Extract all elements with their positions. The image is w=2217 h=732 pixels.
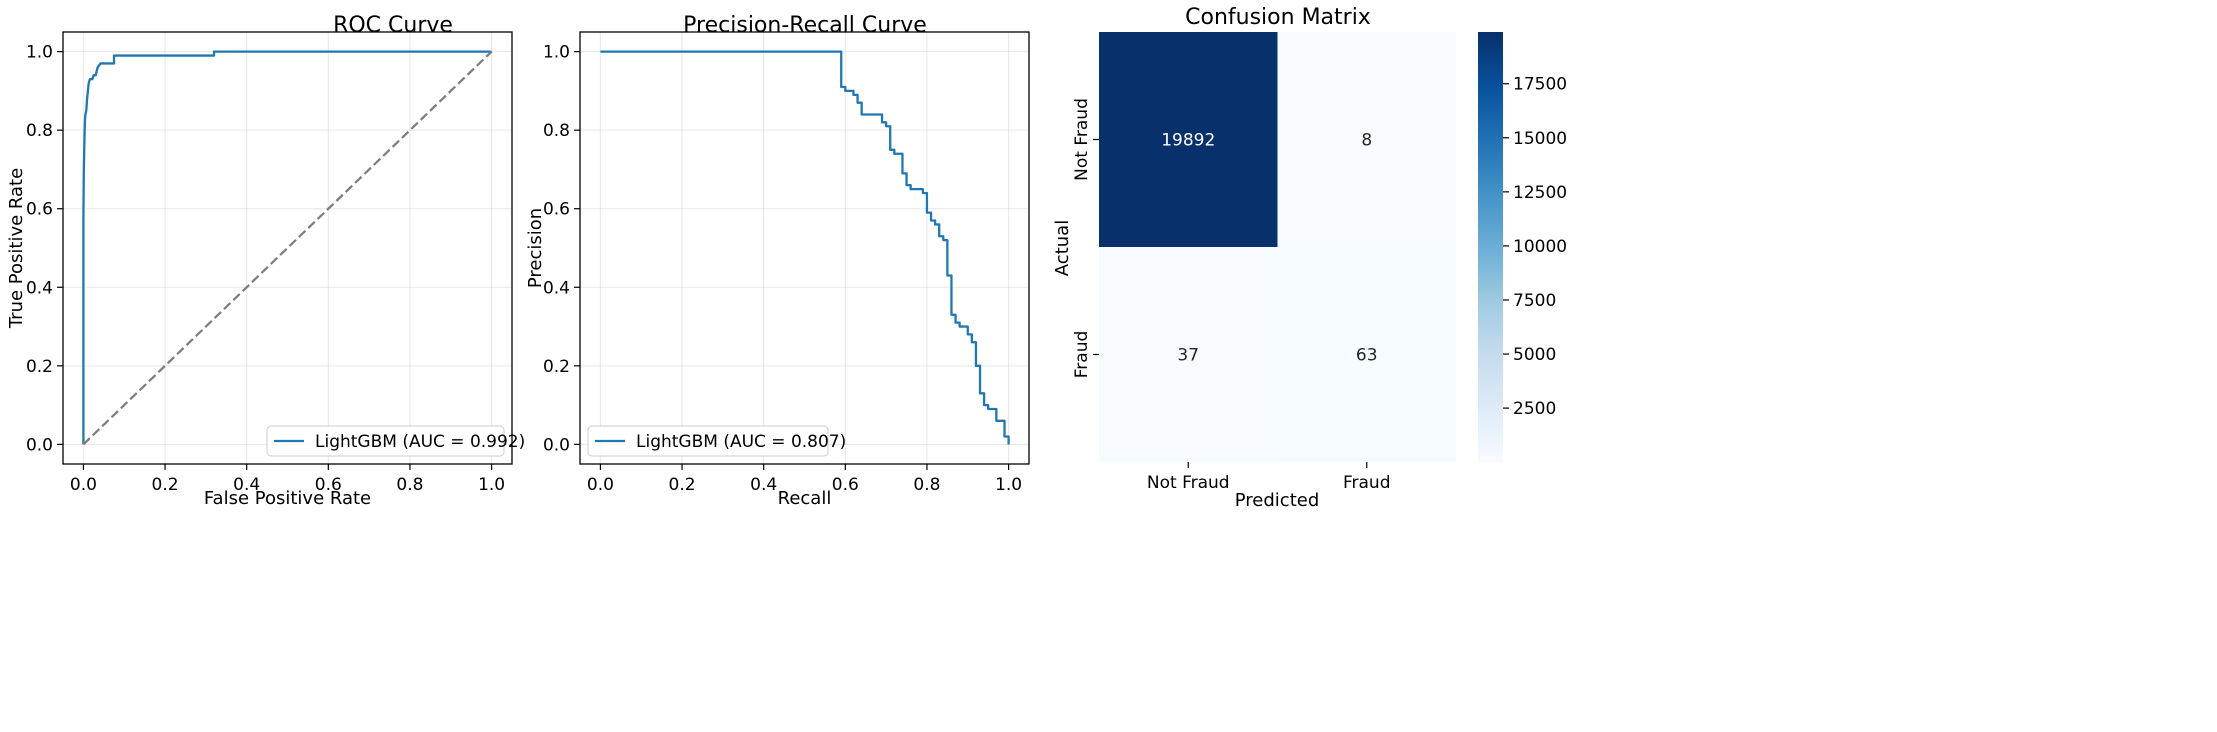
roc-chart: ROC Curve 0.0 0.2 0.4 0.6 0.8 1.0 0.00.20.40.… (6, 13, 525, 509)
pr-x-tick-label: 0.0 (587, 475, 614, 495)
colorbar-tick-label: 7500 (1513, 291, 1556, 311)
roc-plot-frame (62, 31, 513, 465)
roc-x-tick-label: 0.8 (396, 475, 423, 495)
cm-cells: 19892 8 37 63 (1099, 32, 1456, 462)
pr-y-tick-label: 0.6 (543, 200, 570, 220)
roc-x-tick-label: 0.6 (315, 475, 342, 495)
pr-x-tick-label: 0.6 (832, 475, 859, 495)
colorbar-ticks: 2500 5000 7500 10000 12500 15000 17500 (1503, 75, 1567, 419)
cm-y-axis-label: Actual (1052, 220, 1073, 276)
colorbar-tick-label: 12500 (1513, 183, 1567, 203)
colorbar (1478, 32, 1503, 462)
pr-legend-label: LightGBM (AUC = 0.807) (636, 432, 846, 452)
pr-chart: Precision-Recall Curve 0.0 0.2 0.4 0.6 0.8 1.… (525, 13, 1030, 509)
pr-y-tick-label: 0.2 (543, 357, 570, 377)
cm-x-tick-label: Fraud (1343, 473, 1391, 493)
pr-title: Precision-Recall Curve (683, 13, 927, 38)
cm-title: Confusion Matrix (1185, 5, 1371, 30)
cm-x-axis-label: Predicted (1235, 490, 1320, 511)
pr-y-axis-label: Precision (525, 208, 546, 288)
pr-x-axis-label: Recall (778, 488, 832, 509)
pr-plot-frame (579, 31, 1030, 465)
roc-x-axis-label: False Positive Rate (204, 488, 371, 509)
cm-cell-value: 63 (1356, 346, 1378, 366)
roc-y-tick-label: 0.8 (26, 121, 53, 141)
colorbar-tick-label: 10000 (1513, 237, 1567, 257)
cm-y-tick-label: Fraud (1072, 331, 1092, 379)
colorbar-tick-label: 15000 (1513, 129, 1567, 149)
pr-x-tick-label: 0.8 (913, 475, 940, 495)
cm-cell-value: 8 (1361, 131, 1372, 151)
pr-legend: LightGBM (AUC = 0.807) (587, 425, 846, 457)
colorbar-tick-label: 2500 (1513, 399, 1556, 419)
roc-y-tick-label: 0.2 (26, 357, 53, 377)
cm-cell-value: 19892 (1161, 131, 1215, 151)
roc-y-ticks: 0.0 0.2 0.4 0.6 0.8 1.0 (26, 43, 63, 455)
cm-cell (1277, 247, 1456, 462)
roc-x-ticks: 0.0 0.2 0.4 0.6 0.8 1.0 (70, 464, 505, 495)
pr-y-tick-label: 0.4 (543, 278, 570, 298)
roc-y-tick-label: 1.0 (26, 43, 53, 63)
roc-series-line (82, 50, 492, 445)
cm-x-tick-label: Not Fraud (1147, 473, 1230, 493)
roc-legend-box (266, 425, 505, 457)
roc-x-tick-label: 0.2 (152, 475, 179, 495)
roc-title: ROC Curve (333, 13, 453, 38)
roc-legend: LightGBM (AUC = 0.992) (266, 425, 525, 457)
colorbar-tick-label: 5000 (1513, 345, 1556, 365)
cm-cell (1099, 32, 1278, 247)
roc-y-tick-label: 0.0 (26, 435, 53, 455)
pr-y-ticks: 0.0 0.2 0.4 0.6 0.8 1.0 (543, 43, 580, 455)
pr-series-line (600, 50, 1010, 445)
pr-x-tick-label: 1.0 (995, 475, 1022, 495)
cm-cell (1277, 32, 1456, 247)
cm-y-tick-label: Not Fraud (1072, 98, 1092, 181)
pr-legend-box (587, 425, 829, 457)
pr-lines (600, 50, 1010, 445)
confusion-matrix: Confusion Matrix 19892 8 37 63 Not Fraud Fra… (1052, 5, 1567, 511)
roc-x-tick-label: 0.0 (70, 475, 97, 495)
pr-x-tick-label: 0.2 (669, 475, 696, 495)
roc-legend-label: LightGBM (AUC = 0.992) (315, 432, 525, 452)
roc-lines (82, 50, 493, 446)
roc-y-tick-label: 0.6 (26, 200, 53, 220)
cm-cell (1099, 247, 1278, 462)
roc-y-tick-label: 0.4 (26, 278, 53, 298)
roc-x-tick-label: 0.4 (233, 475, 260, 495)
pr-y-tick-label: 0.0 (543, 435, 570, 455)
cm-y-ticks: Not Fraud Fraud (1072, 98, 1099, 378)
cm-cell-value: 37 (1177, 346, 1199, 366)
pr-grid (580, 32, 1029, 464)
cm-x-ticks: Not Fraud Fraud (1147, 462, 1391, 493)
pr-x-ticks: 0.0 0.2 0.4 0.6 0.8 1.0 (587, 464, 1022, 495)
colorbar-tick-label: 17500 (1513, 75, 1567, 95)
roc-y-axis-label: True Positive Rate (6, 168, 27, 329)
roc-x-tick-label: 1.0 (478, 475, 505, 495)
roc-grid (63, 32, 512, 464)
pr-y-tick-label: 0.8 (543, 121, 570, 141)
pr-y-tick-label: 1.0 (543, 43, 570, 63)
roc-baseline-diagonal (82, 50, 493, 446)
pr-x-tick-label: 0.4 (750, 475, 777, 495)
